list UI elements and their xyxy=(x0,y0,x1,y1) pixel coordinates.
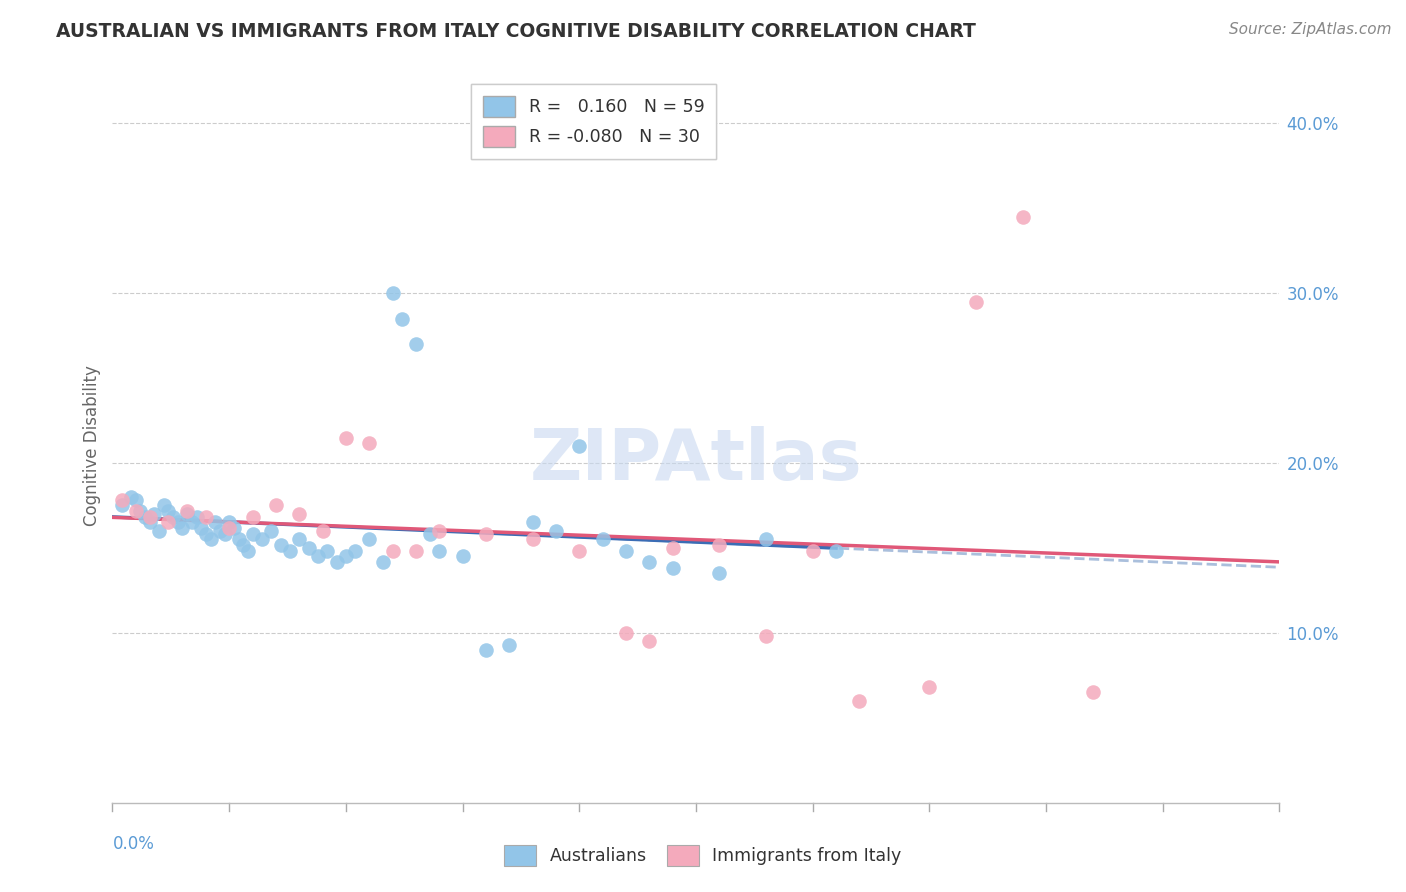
Point xyxy=(250,533,273,547)
Point xyxy=(359,435,381,450)
Point xyxy=(755,533,778,547)
Point xyxy=(825,544,848,558)
Point xyxy=(614,544,637,558)
Point xyxy=(222,520,245,534)
Text: AUSTRALIAN VS IMMIGRANTS FROM ITALY COGNITIVE DISABILITY CORRELATION CHART: AUSTRALIAN VS IMMIGRANTS FROM ITALY COGN… xyxy=(56,22,976,41)
Point xyxy=(288,507,311,521)
Point xyxy=(544,524,567,538)
Point xyxy=(498,638,520,652)
Point xyxy=(709,537,731,551)
Legend: R =   0.160   N = 59, R = -0.080   N = 30: R = 0.160 N = 59, R = -0.080 N = 30 xyxy=(471,84,717,159)
Point xyxy=(965,294,987,309)
Point xyxy=(638,634,661,648)
Point xyxy=(270,537,292,551)
Point xyxy=(134,510,156,524)
Point xyxy=(111,499,134,513)
Point xyxy=(427,544,450,558)
Point xyxy=(232,537,254,551)
Point xyxy=(614,626,637,640)
Point xyxy=(176,507,198,521)
Point xyxy=(427,524,450,538)
Point xyxy=(381,286,404,301)
Point xyxy=(125,503,148,517)
Point xyxy=(260,524,283,538)
Point xyxy=(325,555,347,569)
Point xyxy=(405,544,427,558)
Point xyxy=(568,544,591,558)
Point xyxy=(755,629,778,643)
Point xyxy=(1011,210,1033,224)
Point xyxy=(307,549,329,564)
Point xyxy=(335,549,357,564)
Legend: Australians, Immigrants from Italy: Australians, Immigrants from Italy xyxy=(495,836,911,874)
Point xyxy=(848,694,870,708)
Point xyxy=(214,527,236,541)
Point xyxy=(157,516,180,530)
Point xyxy=(139,516,162,530)
Point xyxy=(190,520,212,534)
Point xyxy=(111,493,134,508)
Point xyxy=(186,510,208,524)
Point xyxy=(176,503,198,517)
Point xyxy=(242,527,264,541)
Point xyxy=(373,555,395,569)
Point xyxy=(162,510,184,524)
Point xyxy=(638,555,661,569)
Point xyxy=(125,493,148,508)
Point xyxy=(475,527,498,541)
Point xyxy=(344,544,367,558)
Point xyxy=(381,544,404,558)
Point xyxy=(661,561,683,575)
Point xyxy=(335,430,357,444)
Point xyxy=(264,499,287,513)
Point xyxy=(475,643,498,657)
Point xyxy=(419,527,441,541)
Point xyxy=(278,544,301,558)
Point xyxy=(288,533,311,547)
Point xyxy=(228,533,250,547)
Point xyxy=(297,541,319,555)
Text: Source: ZipAtlas.com: Source: ZipAtlas.com xyxy=(1229,22,1392,37)
Point xyxy=(451,549,474,564)
Y-axis label: Cognitive Disability: Cognitive Disability xyxy=(83,366,101,526)
Point xyxy=(180,516,202,530)
Point xyxy=(166,516,188,530)
Point xyxy=(204,516,226,530)
Point xyxy=(522,533,544,547)
Point xyxy=(148,524,170,538)
Point xyxy=(218,516,240,530)
Point xyxy=(153,499,176,513)
Point xyxy=(661,541,683,555)
Point xyxy=(172,520,194,534)
Point xyxy=(709,566,731,581)
Point xyxy=(157,503,180,517)
Point xyxy=(359,533,381,547)
Point xyxy=(1081,685,1104,699)
Point xyxy=(236,544,259,558)
Point xyxy=(391,311,413,326)
Point xyxy=(218,520,240,534)
Point xyxy=(143,507,166,521)
Point xyxy=(208,524,231,538)
Point xyxy=(918,680,941,694)
Point xyxy=(139,510,162,524)
Point xyxy=(801,544,824,558)
Point xyxy=(194,527,217,541)
Point xyxy=(522,516,544,530)
Text: ZIPAtlas: ZIPAtlas xyxy=(530,425,862,495)
Point xyxy=(405,337,427,351)
Point xyxy=(568,439,591,453)
Point xyxy=(194,510,217,524)
Point xyxy=(311,524,333,538)
Point xyxy=(242,510,264,524)
Point xyxy=(200,533,222,547)
Point xyxy=(120,490,142,504)
Point xyxy=(316,544,339,558)
Point xyxy=(129,503,152,517)
Text: 0.0%: 0.0% xyxy=(112,835,155,853)
Point xyxy=(592,533,614,547)
